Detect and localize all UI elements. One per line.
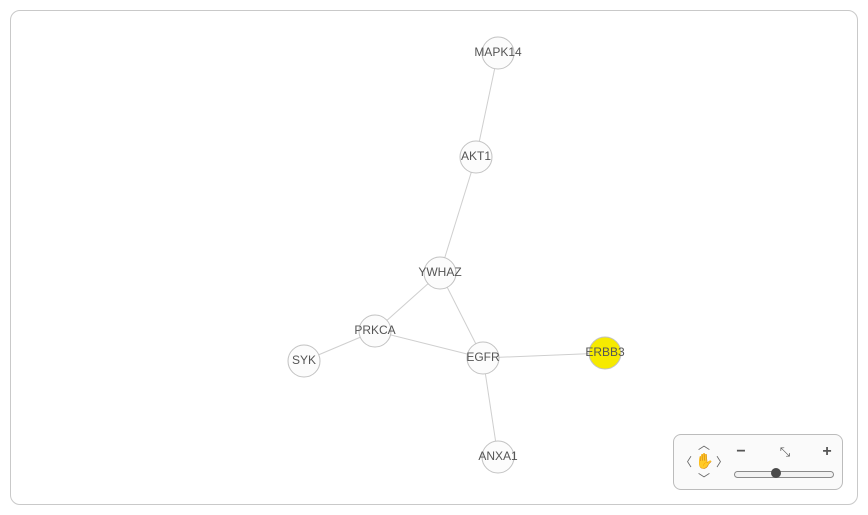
network-graph[interactable]: MAPK14 AKT1 YWHAZ PRKCA SYK EGFR ERBB3 ANXA1: [11, 11, 857, 504]
pan-right-button[interactable]: 〉: [716, 456, 728, 468]
pan-cluster: ︿ ﹀ 〈 〉 ✋: [674, 435, 732, 489]
zoom-slider-track: [734, 471, 834, 478]
zoom-slider[interactable]: [734, 467, 834, 479]
node-label-MAPK14: MAPK14: [474, 45, 522, 59]
node-label-ERBB3: ERBB3: [585, 345, 625, 359]
node-ANXA1[interactable]: ANXA1: [478, 441, 518, 473]
zoom-slider-knob[interactable]: [771, 468, 781, 478]
node-label-PRKCA: PRKCA: [354, 323, 395, 337]
zoom-fit-button[interactable]: ⤡: [780, 444, 788, 460]
zoom-row: − ⤡ +: [732, 443, 836, 461]
node-ERBB3[interactable]: ERBB3: [585, 337, 625, 369]
node-MAPK14[interactable]: MAPK14: [474, 37, 522, 69]
zoom-in-button[interactable]: +: [818, 443, 836, 461]
graph-panel: MAPK14 AKT1 YWHAZ PRKCA SYK EGFR ERBB3 ANXA1 ︿ …: [10, 10, 858, 505]
zoom-out-button[interactable]: −: [732, 443, 750, 461]
pan-grab-icon[interactable]: ✋: [695, 454, 714, 469]
nodes-layer[interactable]: MAPK14 AKT1 YWHAZ PRKCA SYK EGFR ERBB3 ANXA1: [288, 37, 625, 473]
zoom-cluster: − ⤡ +: [732, 435, 842, 489]
node-label-AKT1: AKT1: [461, 149, 491, 163]
node-PRKCA[interactable]: PRKCA: [354, 315, 395, 347]
node-SYK[interactable]: SYK: [288, 345, 320, 377]
node-label-EGFR: EGFR: [466, 350, 500, 364]
node-label-ANXA1: ANXA1: [478, 449, 518, 463]
view-controls: ︿ ﹀ 〈 〉 ✋ − ⤡ +: [673, 434, 843, 490]
node-YWHAZ[interactable]: YWHAZ: [418, 257, 461, 289]
node-AKT1[interactable]: AKT1: [460, 141, 492, 173]
pan-down-button[interactable]: ﹀: [698, 473, 710, 485]
edge-AKT1-YWHAZ: [440, 157, 476, 273]
node-label-YWHAZ: YWHAZ: [418, 265, 461, 279]
edges-layer: [304, 53, 605, 457]
pan-up-button[interactable]: ︿: [698, 439, 710, 451]
node-EGFR[interactable]: EGFR: [466, 342, 500, 374]
pan-left-button[interactable]: 〈: [680, 456, 692, 468]
node-label-SYK: SYK: [292, 353, 316, 367]
